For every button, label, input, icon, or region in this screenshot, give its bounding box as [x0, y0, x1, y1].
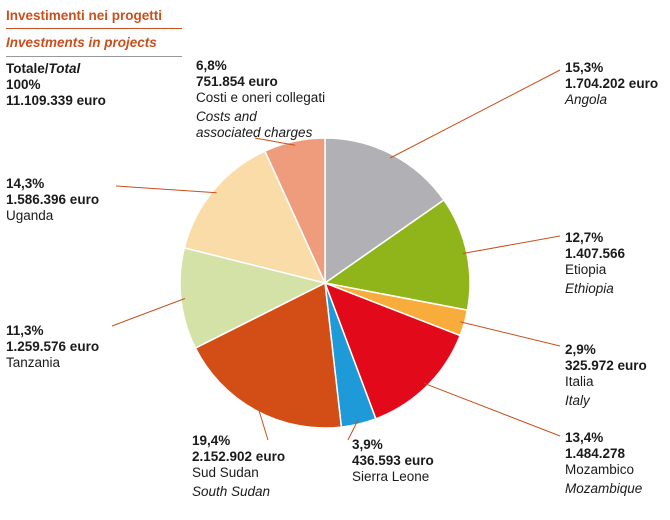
label-angola: 15,3% 1.704.202 euro Angola: [565, 60, 658, 108]
label-uganda: 14,3% 1.586.396 euro Uganda: [6, 176, 99, 224]
label-name-en: South Sudan: [192, 484, 271, 499]
total-block: Totale/Total 100% 11.109.339 euro: [6, 61, 106, 109]
label-amount: 1.259.576 euro: [6, 339, 100, 354]
label-amount: 2.152.902 euro: [192, 449, 286, 464]
label-pct: 11,3%: [6, 323, 44, 338]
label-etiopia: 12,7% 1.407.566 Etiopia Ethiopia: [565, 230, 625, 297]
leader-line-tanzania: [111, 298, 186, 327]
label-sierra-leone: 3,9% 436.593 euro Sierra Leone: [352, 437, 434, 485]
leader-line-costi: [254, 137, 296, 146]
title-rule: [6, 28, 182, 29]
label-amount: 436.593 euro: [352, 453, 434, 468]
leader-line-italia: [460, 321, 561, 347]
label-pct: 6,8%: [196, 58, 227, 73]
label-pct: 3,9%: [352, 437, 383, 452]
label-pct: 2,9%: [565, 342, 596, 357]
label-name-it: Costi e oneri collegati: [196, 90, 326, 105]
label-italia: 2,9% 325.972 euro Italia Italy: [565, 342, 647, 409]
label-name-it: Italia: [565, 374, 594, 389]
label-sud-sudan: 19,4% 2.152.902 euro Sud Sudan South Sud…: [192, 433, 285, 500]
label-amount: 1.704.202 euro: [565, 76, 659, 91]
label-amount: 325.972 euro: [565, 358, 647, 373]
label-name-en: Italy: [565, 393, 590, 408]
total-amount: 11.109.339 euro: [6, 93, 106, 108]
pie-slice-sud-sudan: [194, 281, 343, 429]
leader-line-mozambico: [423, 382, 561, 437]
label-costi: 6,8% 751.854 euro Costi e oneri collegat…: [196, 58, 325, 141]
pie-slice-costi: [263, 137, 326, 284]
subtitle-rule: [6, 56, 182, 57]
total-label-it: Totale/: [6, 61, 49, 76]
pie-slice-uganda: [183, 150, 327, 285]
label-name-it: Uganda: [6, 208, 54, 223]
label-amount: 1.484.278: [565, 446, 626, 461]
label-name-en: Ethiopia: [565, 281, 614, 296]
total-label-en: Total: [48, 61, 81, 76]
label-name-it: Sud Sudan: [192, 465, 259, 480]
label-pct: 15,3%: [565, 60, 604, 75]
pie-slice-mozambico: [323, 281, 462, 420]
chart-title: Investimenti nei progetti: [6, 8, 163, 23]
chart-subtitle: Investments in projects: [6, 35, 157, 50]
label-tanzania: 11,3% 1.259.576 euro Tanzania: [6, 323, 99, 371]
leader-line-sud-sudan: [257, 406, 269, 441]
leader-line-angola: [389, 69, 561, 159]
label-name-it: Etiopia: [565, 262, 607, 277]
label-amount: 751.854 euro: [196, 74, 278, 89]
label-name-it: Sierra Leone: [352, 469, 430, 484]
label-name-it: Tanzania: [6, 355, 61, 370]
label-amount: 1.586.396 euro: [6, 192, 100, 207]
label-mozambico: 13,4% 1.484.278 Mozambico Mozambique: [565, 430, 642, 497]
label-name-en: Costs and associated charges: [196, 109, 313, 140]
leader-line-sierra-leone: [347, 419, 359, 441]
total-pct: 100%: [6, 77, 41, 92]
pie-slice-tanzania: [179, 246, 328, 350]
label-pct: 14,3%: [6, 176, 45, 191]
label-name-en: Mozambique: [565, 481, 643, 496]
label-amount: 1.407.566: [565, 246, 626, 261]
label-name-it: Mozambico: [565, 462, 635, 477]
label-pct: 19,4%: [192, 433, 231, 448]
leader-line-etiopia: [462, 235, 561, 254]
label-name-en: Angola: [565, 92, 608, 107]
leader-line-uganda: [115, 185, 217, 194]
label-pct: 13,4%: [565, 430, 604, 445]
pie-slice-angola: [324, 137, 445, 285]
label-pct: 12,7%: [565, 230, 604, 245]
